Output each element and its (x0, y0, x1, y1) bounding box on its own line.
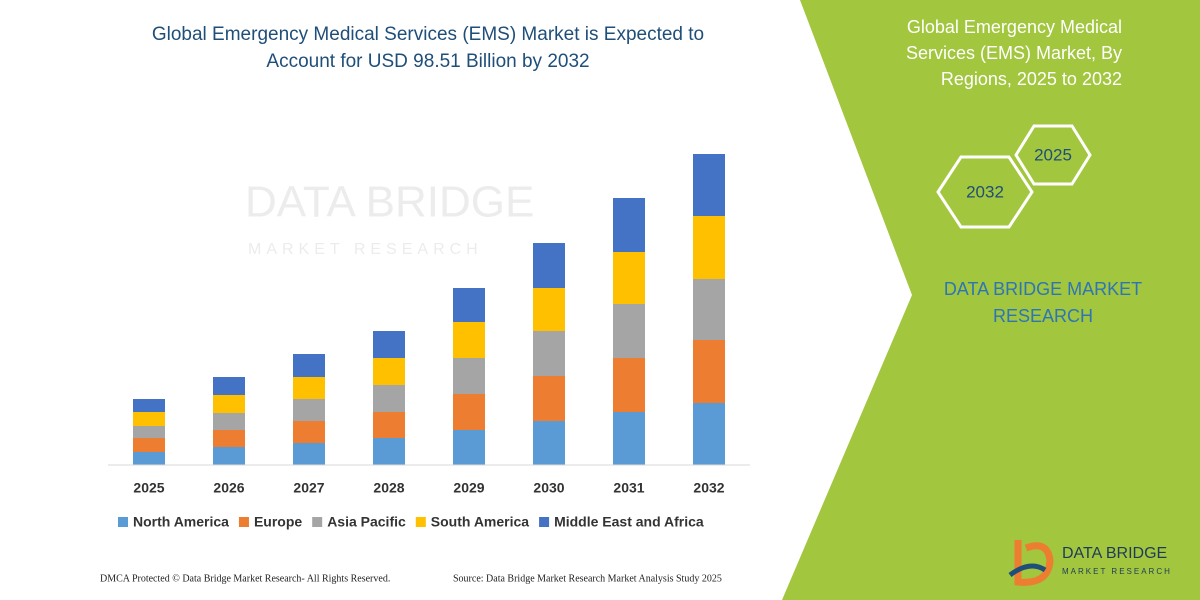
x-tick-label: 2029 (453, 480, 484, 496)
bar-segment (213, 395, 245, 413)
logo-mark (1014, 540, 1054, 586)
bar-segment (373, 358, 405, 385)
bar-segment (613, 304, 645, 358)
chart-title: Global Emergency Medical Services (EMS) … (152, 24, 704, 72)
hexagon (1014, 124, 1092, 186)
legend-label: Asia Pacific (327, 514, 406, 530)
bar-segment (613, 252, 645, 304)
bar-segment (533, 243, 565, 288)
bar-segment (453, 288, 485, 322)
legend-label: South America (431, 514, 529, 530)
legend-label: Europe (254, 514, 302, 530)
logo-tagline: MARKET RESEARCH (1062, 567, 1172, 576)
bar-segment (693, 403, 725, 465)
bar-segment (213, 413, 245, 430)
legend-swatch (118, 517, 128, 527)
bar-segment (533, 288, 565, 331)
bar-segment (693, 154, 725, 216)
bar-segment (453, 322, 485, 358)
legend-swatch (539, 517, 550, 527)
legend-label: North America (133, 514, 229, 530)
bar-segment (133, 399, 165, 412)
bar-segment (693, 279, 725, 340)
legend-label: Middle East and Africa (554, 514, 704, 530)
bar-segment (213, 447, 245, 465)
bar-segment (373, 412, 405, 438)
bar-segment (533, 331, 565, 376)
side-brand: DATA BRIDGE MARKET RESEARCH (944, 279, 1142, 326)
x-tick-label: 2026 (213, 480, 244, 496)
bar-segment (213, 377, 245, 395)
hexagon-label: 2025 (1034, 145, 1072, 164)
x-tick-label: 2032 (693, 480, 724, 496)
hexagon (936, 155, 1034, 229)
x-tick-label: 2031 (613, 480, 644, 496)
bar-segment (453, 430, 485, 465)
logo-mark (1008, 563, 1047, 578)
watermark-tagline: MARKET RESEARCH (248, 241, 483, 258)
bar-segment (133, 426, 165, 438)
bar-segment (613, 358, 645, 412)
x-tick-label: 2030 (533, 480, 564, 496)
bar-segment (293, 399, 325, 421)
bar-segment (293, 443, 325, 465)
bar-segment (293, 377, 325, 399)
bar-segment (373, 331, 405, 358)
legend-swatch (415, 517, 426, 527)
logo: DATA BRIDGE MARKET RESEARCH (1008, 540, 1172, 586)
legend-swatch (238, 517, 249, 527)
watermark-name: DATA BRIDGE (245, 178, 534, 227)
bar-segment (213, 430, 245, 447)
bar-segment (613, 412, 645, 465)
bar-segment (453, 394, 485, 430)
bar-segment (293, 354, 325, 377)
footer-right: Source: Data Bridge Market Research Mark… (453, 573, 722, 584)
bar-segment (133, 452, 165, 465)
side-panel (782, 0, 1200, 600)
bar-segment (613, 198, 645, 252)
footer-left: DMCA Protected © Data Bridge Market Rese… (100, 573, 390, 584)
bar-segment (133, 438, 165, 452)
bar-segment (453, 358, 485, 394)
legend-swatch (312, 517, 323, 527)
logo-name: DATA BRIDGE (1062, 545, 1167, 562)
bar-segment (293, 421, 325, 443)
bar-segment (373, 438, 405, 465)
bar-segment (373, 385, 405, 412)
x-tick-label: 2028 (373, 480, 404, 496)
hexagon-label: 2032 (966, 182, 1004, 201)
bar-segment (693, 216, 725, 279)
side-title: Global Emergency Medical Services (EMS) M… (906, 17, 1122, 89)
bar-segment (693, 340, 725, 403)
bar-segment (533, 376, 565, 421)
x-tick-label: 2025 (133, 480, 164, 496)
bar-segment (133, 412, 165, 426)
bar-segment (533, 421, 565, 465)
x-tick-label: 2027 (293, 480, 324, 496)
